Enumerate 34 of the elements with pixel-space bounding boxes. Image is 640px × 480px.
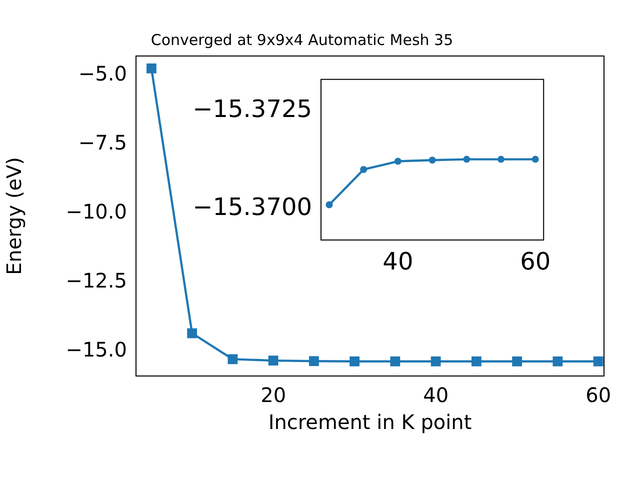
y-axis-title: Energy (eV) xyxy=(2,157,26,275)
point xyxy=(471,356,482,366)
y-tick-label: −10.0 xyxy=(66,199,127,224)
y-tick-label: −15.0 xyxy=(66,337,127,362)
y-tick-label: −15.3700 xyxy=(192,192,312,221)
point xyxy=(593,356,604,366)
point xyxy=(512,356,522,366)
point xyxy=(394,158,402,165)
point xyxy=(532,156,539,163)
point xyxy=(146,63,156,74)
point xyxy=(360,166,368,173)
chart-title: Converged at 9x9x4 Automatic Mesh 35 xyxy=(150,30,454,49)
y-tick-label: −7.5 xyxy=(78,130,127,154)
point xyxy=(463,156,470,163)
point xyxy=(187,328,198,338)
x-tick-label: 60 xyxy=(520,248,551,276)
x-tick-label: 40 xyxy=(382,248,414,276)
point xyxy=(268,356,278,366)
y-tick-label: −5.0 xyxy=(78,62,127,86)
point xyxy=(350,356,360,366)
point xyxy=(308,356,319,366)
point xyxy=(430,356,441,366)
x-axis-title: Increment in K point xyxy=(268,410,472,434)
point xyxy=(390,356,400,366)
point xyxy=(428,156,436,164)
x-tick-label: 40 xyxy=(423,383,449,408)
point xyxy=(228,354,238,364)
y-tick-label: −15.3725 xyxy=(192,94,312,123)
point xyxy=(498,156,505,163)
x-tick-label: 60 xyxy=(586,383,612,408)
point xyxy=(326,201,333,208)
y-tick-label: −12.5 xyxy=(66,268,127,292)
point xyxy=(552,356,563,366)
x-tick-label: 20 xyxy=(260,383,286,408)
